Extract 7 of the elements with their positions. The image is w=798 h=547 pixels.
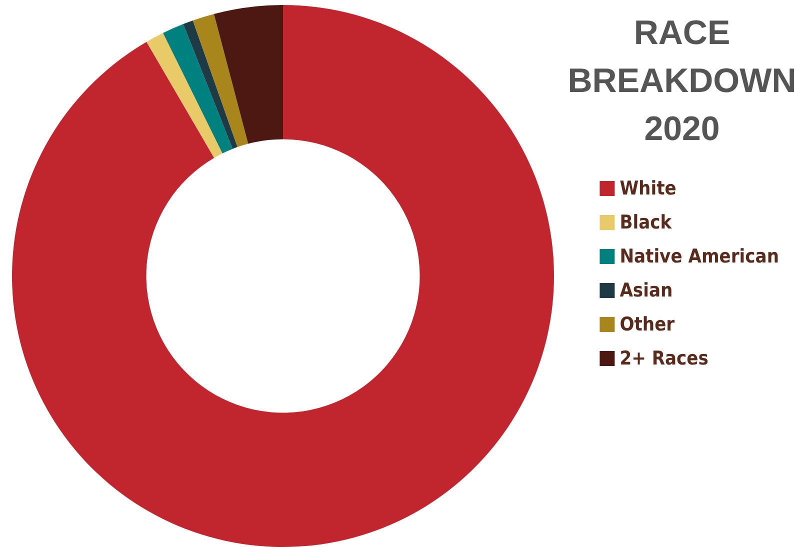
legend-label: Other — [620, 314, 676, 336]
legend-label: Native American — [620, 246, 779, 268]
legend-label: Asian — [620, 280, 673, 302]
legend-label: White — [620, 178, 676, 200]
legend-label: Black — [620, 212, 672, 234]
text: RACE BREAKDOWN 2020 — [568, 14, 796, 148]
legend-label: 2+ Races — [620, 348, 708, 370]
